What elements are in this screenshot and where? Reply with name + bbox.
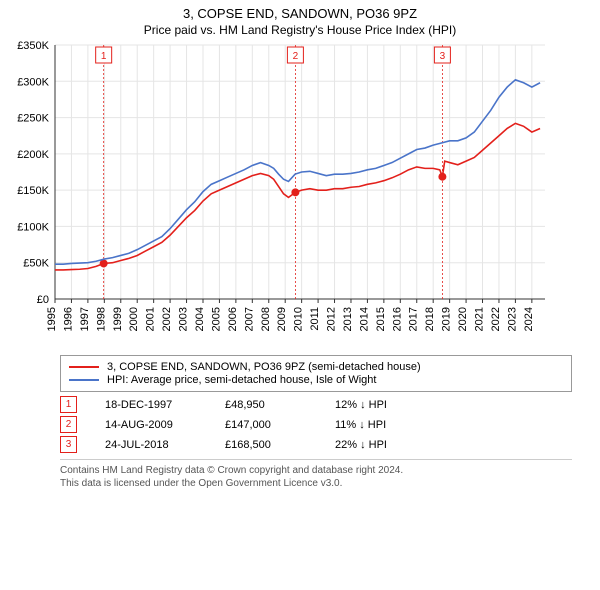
svg-text:2009: 2009 (276, 307, 288, 331)
legend-swatch (69, 379, 99, 381)
svg-text:1995: 1995 (46, 307, 58, 331)
svg-text:2012: 2012 (326, 307, 338, 331)
chart-title: 3, COPSE END, SANDOWN, PO36 9PZ (0, 0, 600, 21)
sale-row: 1 18-DEC-1997£48,95012% ↓ HPI (60, 396, 572, 413)
sale-date: 18-DEC-1997 (105, 399, 225, 411)
svg-text:2015: 2015 (375, 307, 387, 331)
svg-text:1996: 1996 (62, 307, 74, 331)
svg-text:2004: 2004 (194, 307, 206, 331)
legend-label: HPI: Average price, semi-detached house,… (107, 374, 376, 386)
svg-text:£200K: £200K (17, 149, 49, 161)
svg-text:2019: 2019 (441, 307, 453, 331)
svg-text:2024: 2024 (523, 307, 535, 331)
svg-text:2000: 2000 (128, 307, 140, 331)
sale-date: 14-AUG-2009 (105, 419, 225, 431)
sale-badge: 3 (60, 436, 77, 453)
svg-text:£300K: £300K (17, 76, 49, 88)
sale-badge: 2 (60, 416, 77, 433)
svg-text:2018: 2018 (424, 307, 436, 331)
sale-delta: 12% ↓ HPI (335, 399, 387, 411)
svg-text:1998: 1998 (95, 307, 107, 331)
sale-date: 24-JUL-2018 (105, 439, 225, 451)
svg-text:2017: 2017 (408, 307, 420, 331)
svg-text:2023: 2023 (506, 307, 518, 331)
legend-row: 3, COPSE END, SANDOWN, PO36 9PZ (semi-de… (69, 361, 563, 373)
svg-text:2010: 2010 (293, 307, 305, 331)
footer-line-2: This data is licensed under the Open Gov… (60, 477, 572, 490)
svg-text:£0: £0 (37, 294, 49, 306)
svg-text:2021: 2021 (474, 307, 486, 331)
legend: 3, COPSE END, SANDOWN, PO36 9PZ (semi-de… (60, 355, 572, 392)
chart-subtitle: Price paid vs. HM Land Registry's House … (0, 23, 600, 37)
sale-price: £168,500 (225, 439, 335, 451)
svg-text:£350K: £350K (17, 40, 49, 52)
svg-text:1997: 1997 (79, 307, 91, 331)
sale-delta: 11% ↓ HPI (335, 419, 386, 431)
svg-text:2006: 2006 (227, 307, 239, 331)
svg-text:2014: 2014 (358, 307, 370, 331)
svg-text:2001: 2001 (145, 307, 157, 331)
svg-text:2016: 2016 (391, 307, 403, 331)
svg-text:2011: 2011 (309, 307, 321, 331)
footer-line-1: Contains HM Land Registry data © Crown c… (60, 464, 572, 477)
svg-text:1: 1 (101, 51, 107, 62)
sale-price: £147,000 (225, 419, 335, 431)
svg-text:2007: 2007 (243, 307, 255, 331)
sale-row: 2 14-AUG-2009£147,00011% ↓ HPI (60, 416, 572, 433)
svg-text:2: 2 (293, 51, 299, 62)
legend-row: HPI: Average price, semi-detached house,… (69, 374, 563, 386)
price-chart: £0 £50K £100K £150K £200K £250K £300K £350K 1995… (0, 37, 560, 347)
legend-label: 3, COPSE END, SANDOWN, PO36 9PZ (semi-de… (107, 361, 421, 373)
sale-row: 3 24-JUL-2018£168,50022% ↓ HPI (60, 436, 572, 453)
svg-text:2013: 2013 (342, 307, 354, 331)
sale-badge: 1 (60, 396, 77, 413)
svg-text:2005: 2005 (210, 307, 222, 331)
svg-text:3: 3 (440, 51, 446, 62)
footer-attribution: Contains HM Land Registry data © Crown c… (60, 459, 572, 490)
sale-price: £48,950 (225, 399, 335, 411)
svg-text:£50K: £50K (23, 258, 49, 270)
svg-text:£100K: £100K (17, 221, 49, 233)
svg-text:2022: 2022 (490, 307, 502, 331)
svg-text:2002: 2002 (161, 307, 173, 331)
svg-text:1999: 1999 (112, 307, 124, 331)
svg-text:2003: 2003 (178, 307, 190, 331)
sale-delta: 22% ↓ HPI (335, 439, 387, 451)
legend-swatch (69, 366, 99, 368)
svg-text:2020: 2020 (457, 307, 469, 331)
svg-text:2008: 2008 (260, 307, 272, 331)
svg-text:£250K: £250K (17, 113, 49, 125)
sales-table: 1 18-DEC-1997£48,95012% ↓ HPI 2 14-AUG-2009… (60, 396, 572, 453)
svg-text:£150K: £150K (17, 185, 49, 197)
